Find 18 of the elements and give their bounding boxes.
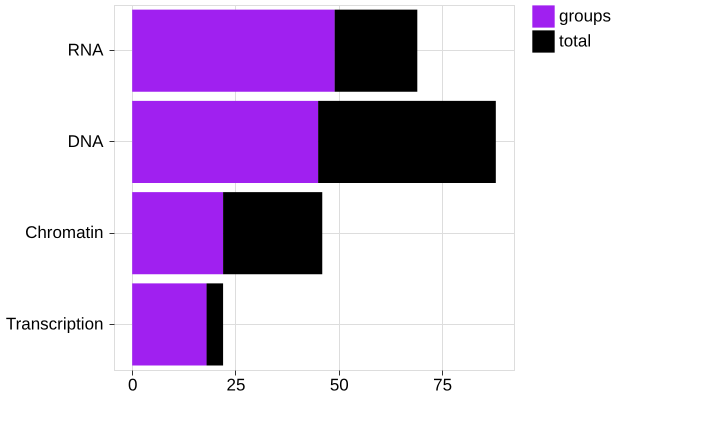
- y-tick-label: DNA: [68, 132, 104, 151]
- bar: [318, 100, 496, 183]
- bar: [132, 192, 224, 274]
- x-tick-label: 50: [330, 376, 349, 394]
- y-tick-label: RNA: [68, 40, 104, 60]
- bar: [223, 192, 322, 274]
- x-tick-label: 75: [433, 376, 452, 394]
- x-tick-label: 0: [128, 376, 138, 394]
- legend-label: groups: [559, 6, 611, 26]
- y-tick-label: Transcription: [6, 314, 104, 334]
- legend-label: total: [559, 32, 592, 50]
- bar: [132, 10, 335, 92]
- y-tick-label: Chromatin: [25, 223, 104, 242]
- bar: [132, 100, 318, 183]
- bar: [206, 283, 224, 366]
- bar: [132, 283, 207, 366]
- x-tick-label: 25: [226, 376, 246, 394]
- bar: [334, 10, 418, 92]
